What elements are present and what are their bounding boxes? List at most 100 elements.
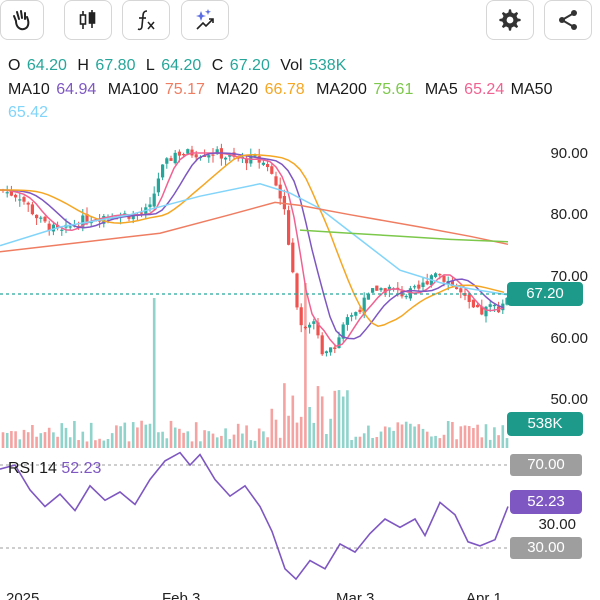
candle-body bbox=[471, 299, 475, 308]
candle-body bbox=[345, 317, 349, 325]
volume-bar bbox=[169, 420, 173, 448]
volume-bar bbox=[400, 424, 404, 448]
ma5-line bbox=[0, 152, 505, 348]
candle-body bbox=[51, 224, 55, 232]
chart-type-button[interactable] bbox=[64, 0, 112, 40]
volume-bar bbox=[207, 431, 211, 448]
volume-bar bbox=[232, 434, 236, 448]
candle-body bbox=[30, 204, 34, 215]
ma50-value: 65.42 bbox=[8, 104, 49, 121]
price-axis-label-70: 70.00 bbox=[550, 268, 588, 285]
indicators-button[interactable] bbox=[122, 0, 170, 40]
volume-bar bbox=[98, 438, 101, 448]
rsi-current-tag: 52.23 bbox=[510, 490, 582, 514]
volume-bar bbox=[488, 439, 492, 448]
volume-bar bbox=[329, 418, 332, 448]
volume-bar bbox=[52, 432, 55, 448]
ma200-value: 75.61 bbox=[373, 81, 414, 98]
close-value: 67.20 bbox=[229, 57, 270, 74]
candle-body bbox=[425, 281, 429, 285]
volume-bar bbox=[1, 432, 5, 448]
volume-bar bbox=[291, 395, 295, 448]
volume-bar bbox=[56, 436, 59, 448]
volume-bar bbox=[463, 425, 467, 448]
candle-body bbox=[299, 307, 303, 326]
candle-body bbox=[442, 275, 446, 282]
candle-body bbox=[484, 306, 488, 317]
candle-body bbox=[215, 149, 219, 155]
price-axis-label-50: 50.00 bbox=[550, 391, 588, 408]
candle-body bbox=[467, 294, 471, 303]
high-value: 67.80 bbox=[95, 57, 136, 74]
volume-bar bbox=[245, 425, 248, 448]
low-value: 64.20 bbox=[161, 57, 202, 74]
time-axis: 2025 Feb 3 Mar 3 Apr 1 bbox=[0, 588, 600, 600]
candle-body bbox=[379, 288, 383, 291]
share-button[interactable] bbox=[544, 0, 592, 40]
candle-body bbox=[341, 324, 345, 339]
candle-body bbox=[156, 178, 160, 193]
volume-bar bbox=[337, 390, 341, 448]
ma200-label: MA200 bbox=[316, 81, 367, 98]
low-label: L bbox=[145, 57, 155, 74]
volume-bar bbox=[144, 424, 148, 448]
candle-body bbox=[127, 215, 131, 219]
volume-bar bbox=[148, 423, 152, 448]
volume-bar bbox=[161, 431, 164, 448]
volume-bar bbox=[94, 440, 97, 448]
candle-body bbox=[274, 176, 278, 186]
ma10-value: 64.94 bbox=[56, 81, 97, 98]
volume-bar bbox=[77, 440, 80, 448]
candle-body bbox=[161, 164, 165, 178]
volume-bar bbox=[375, 437, 379, 448]
candle-body bbox=[47, 223, 51, 231]
candle-body bbox=[312, 321, 316, 324]
candle-body bbox=[333, 347, 337, 350]
volume-bar bbox=[22, 429, 26, 448]
volume-bar bbox=[459, 426, 463, 448]
candle-body bbox=[383, 288, 387, 293]
volume-bar bbox=[136, 427, 139, 448]
volume-bar bbox=[241, 433, 244, 448]
volume-bar bbox=[396, 422, 400, 448]
rsi-70-tag: 70.00 bbox=[510, 454, 582, 476]
volume-bar bbox=[152, 298, 156, 448]
high-label: H bbox=[77, 57, 89, 74]
candle-body bbox=[266, 164, 270, 168]
drawing-tools-button[interactable] bbox=[0, 0, 44, 40]
volume-bar bbox=[442, 434, 446, 448]
candle-body bbox=[9, 190, 13, 196]
candle-body bbox=[329, 347, 333, 353]
candle-body bbox=[303, 326, 307, 329]
volume-bar bbox=[312, 422, 316, 448]
volume-bar bbox=[253, 440, 257, 448]
candlestick-icon bbox=[79, 10, 96, 29]
candle-body bbox=[261, 162, 265, 165]
candle-body bbox=[408, 288, 412, 299]
time-label-apr: Apr 1 bbox=[466, 590, 502, 600]
candle-body bbox=[60, 229, 64, 231]
candle-body bbox=[245, 158, 249, 164]
volume-bar bbox=[413, 426, 416, 448]
candle-body bbox=[110, 218, 114, 220]
close-label: C bbox=[211, 57, 224, 74]
volume-bar bbox=[358, 436, 362, 448]
candle-body bbox=[324, 351, 328, 354]
volume-bar bbox=[81, 431, 85, 448]
price-axis-label-90: 90.00 bbox=[550, 145, 588, 162]
chart-toolbar bbox=[0, 0, 600, 44]
ai-analysis-button[interactable] bbox=[181, 0, 229, 40]
volume-bar bbox=[451, 421, 454, 448]
candle-body bbox=[316, 322, 320, 336]
volume-bar bbox=[186, 431, 190, 448]
candle-body bbox=[438, 274, 442, 276]
volume-bar bbox=[501, 425, 505, 448]
settings-button[interactable] bbox=[486, 0, 534, 40]
candle-body bbox=[203, 155, 207, 157]
volume-bar bbox=[68, 437, 72, 448]
settings-icon bbox=[499, 9, 521, 31]
candle-body bbox=[177, 151, 181, 156]
volume-bar bbox=[10, 431, 13, 448]
ma20-value: 66.78 bbox=[264, 81, 305, 98]
